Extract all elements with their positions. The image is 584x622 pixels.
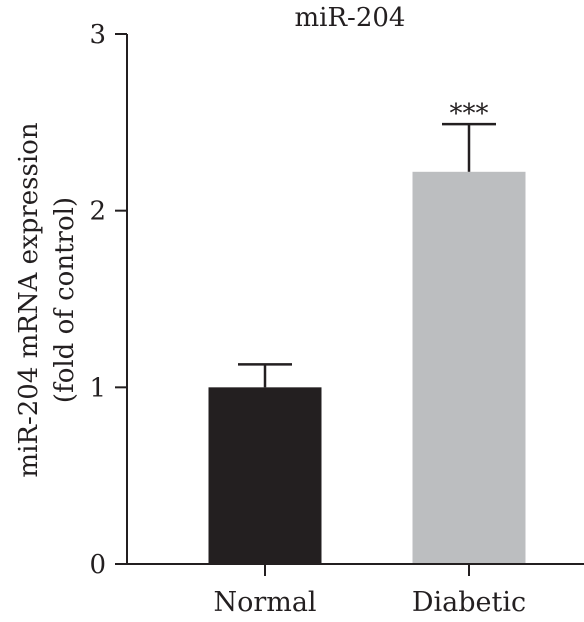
x-tick-label: Diabetic: [412, 587, 526, 618]
y-axis-label: miR-204 mRNA expression (fold of control…: [14, 122, 80, 477]
significance-marker: ***: [450, 99, 489, 129]
y-axis-label-line-2: (fold of control): [50, 197, 80, 403]
chart-title: miR-204: [295, 3, 406, 33]
x-tick-label: Normal: [213, 587, 316, 618]
bar-diabetic: [412, 171, 526, 565]
x-axis: Normal Diabetic: [126, 563, 584, 618]
y-tick-label: 0: [89, 550, 106, 580]
y-tick-label: 1: [89, 373, 106, 403]
bars: ***: [208, 99, 526, 565]
y-tick-label: 3: [89, 20, 106, 50]
y-axis: 0 1 2 3: [89, 20, 128, 580]
bar-normal: [208, 387, 322, 564]
y-tick-label: 2: [89, 197, 106, 227]
y-axis-label-line-1: miR-204 mRNA expression: [14, 122, 44, 477]
